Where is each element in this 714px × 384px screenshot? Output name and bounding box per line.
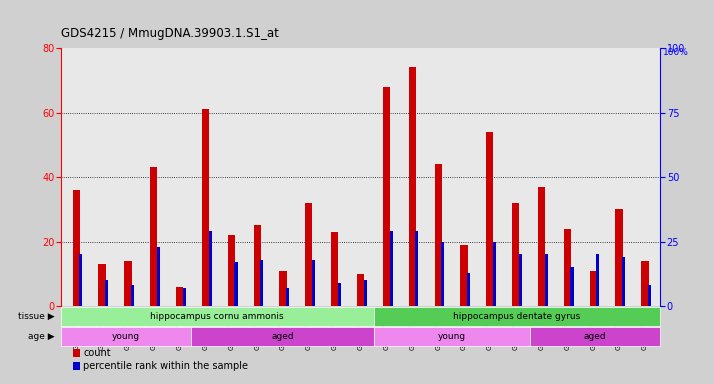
Text: percentile rank within the sample: percentile rank within the sample (84, 361, 248, 371)
Text: hippocampus dentate gyrus: hippocampus dentate gyrus (453, 312, 580, 321)
Bar (570, 267, 573, 306)
Text: young: young (438, 332, 466, 341)
Bar (202, 109, 209, 306)
Bar (253, 225, 261, 306)
Bar (191, 327, 373, 346)
Bar (493, 242, 496, 306)
Bar (441, 242, 444, 306)
Bar (486, 132, 493, 306)
Bar (435, 164, 442, 306)
Bar (596, 255, 600, 306)
Bar (519, 255, 522, 306)
Bar (279, 271, 286, 306)
Bar (590, 271, 597, 306)
Bar (564, 229, 571, 306)
Bar (79, 255, 82, 306)
Bar (99, 264, 106, 306)
Bar (286, 288, 289, 306)
Bar (261, 260, 263, 306)
Bar (61, 327, 191, 346)
Bar (512, 203, 519, 306)
Bar (408, 67, 416, 306)
Bar (312, 260, 315, 306)
Bar (331, 232, 338, 306)
Bar (176, 287, 183, 306)
Bar (373, 307, 660, 326)
Bar (338, 283, 341, 306)
Bar (105, 280, 109, 306)
Bar (131, 285, 134, 306)
Bar (383, 87, 390, 306)
Bar (73, 362, 80, 370)
Bar (416, 231, 418, 306)
Text: young: young (112, 332, 140, 341)
Bar (357, 274, 364, 306)
Bar (648, 285, 651, 306)
Bar (461, 245, 468, 306)
Text: 100%: 100% (663, 48, 689, 57)
Text: age ▶: age ▶ (28, 332, 55, 341)
Bar (228, 235, 235, 306)
Bar (467, 273, 471, 306)
Bar (124, 261, 131, 306)
Bar (390, 231, 393, 306)
Bar (622, 257, 625, 306)
Bar (306, 203, 313, 306)
Bar (73, 190, 80, 306)
Bar (183, 288, 186, 306)
Bar (545, 255, 548, 306)
Text: tissue ▶: tissue ▶ (18, 312, 55, 321)
Bar (150, 167, 157, 306)
Bar (530, 327, 660, 346)
Text: aged: aged (584, 332, 607, 341)
Bar (73, 349, 80, 357)
Text: aged: aged (271, 332, 293, 341)
Bar (615, 209, 623, 306)
Bar (538, 187, 545, 306)
Text: count: count (84, 348, 111, 358)
Bar (157, 247, 160, 306)
Text: hippocampus cornu ammonis: hippocampus cornu ammonis (151, 312, 284, 321)
Bar (363, 280, 367, 306)
Bar (234, 262, 238, 306)
Bar (373, 327, 530, 346)
Text: GDS4215 / MmugDNA.39903.1.S1_at: GDS4215 / MmugDNA.39903.1.S1_at (61, 27, 278, 40)
Bar (208, 231, 211, 306)
Bar (641, 261, 648, 306)
Bar (61, 307, 373, 326)
